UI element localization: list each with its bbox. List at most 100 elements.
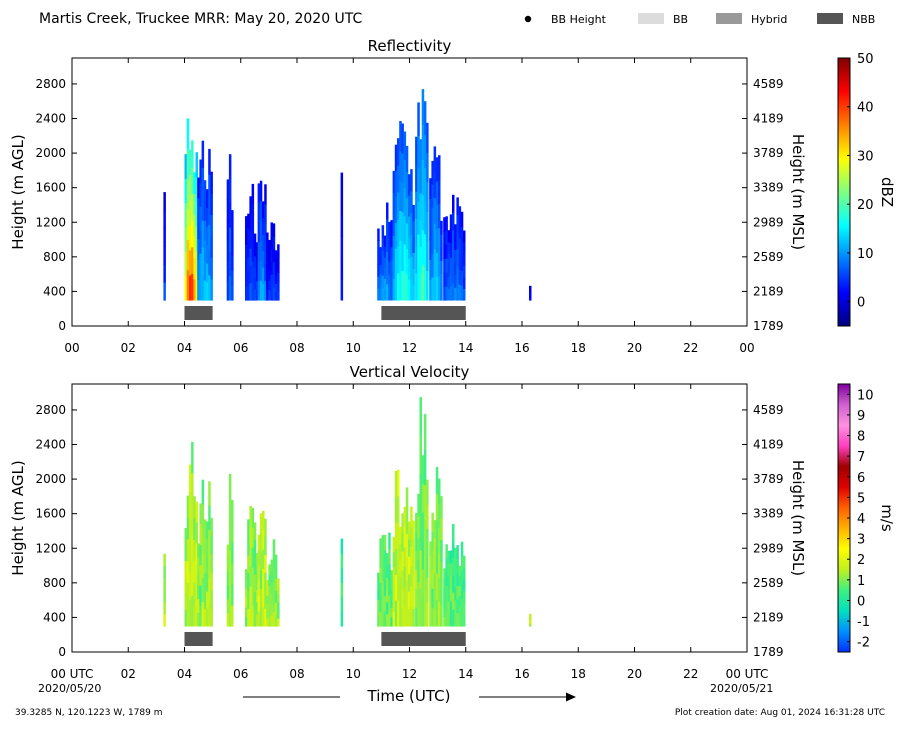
echo-pixel [268, 280, 271, 291]
echo-pixel [383, 550, 387, 566]
echo-pixel [388, 532, 391, 549]
echo-pixel [392, 214, 396, 236]
echo-pixel [203, 572, 207, 591]
echo-pixel [447, 550, 451, 564]
echo-pixel [417, 559, 420, 583]
echo-pixel [201, 552, 205, 578]
echo-pixel [274, 578, 278, 591]
echo-pixel [460, 555, 464, 571]
echo-pixel [193, 582, 196, 605]
echo-pixel [410, 606, 413, 627]
echo-pixel [226, 598, 230, 613]
echo-pixel [386, 601, 389, 615]
echo-pixel [270, 581, 273, 594]
echo-pixel [392, 551, 396, 568]
echo-pixel [429, 597, 432, 613]
echo-pixel [452, 575, 455, 593]
echo-pixel [266, 587, 269, 596]
echo-pixel [458, 268, 462, 285]
echo-pixel [399, 559, 402, 577]
echo-pixel [228, 575, 232, 602]
echo-pixel [443, 568, 446, 579]
echo-pixel [274, 590, 278, 603]
echo-cell [415, 89, 429, 301]
x-axis-label: Time (UTC) [367, 687, 451, 705]
x-tick-label: 02 [121, 667, 136, 681]
echo-pixel [381, 580, 385, 597]
echo-pixel [405, 579, 409, 604]
echo-pixel [433, 248, 437, 275]
echo-pixel [381, 225, 385, 239]
echo-pixel [193, 539, 196, 562]
echo-pixel [379, 291, 382, 301]
echo-pixel [431, 588, 434, 608]
echo-pixel [259, 220, 263, 241]
echo-pixel [397, 495, 400, 523]
echo-pixel [247, 537, 250, 556]
echo-pixel [262, 549, 265, 569]
echo-pixel [210, 171, 213, 194]
echo-pixel [412, 220, 415, 238]
echo-pixel [264, 608, 267, 627]
echo-pixel [397, 521, 400, 549]
echo-cell [257, 180, 267, 301]
echo-pixel [226, 199, 230, 221]
echo-pixel [460, 270, 464, 286]
echo-pixel [426, 211, 429, 242]
echo-pixel [410, 234, 413, 257]
echo-pixel [226, 612, 230, 627]
echo-pixel [210, 278, 213, 301]
echo-pixel [226, 179, 230, 200]
echo-pixel [251, 261, 255, 282]
echo-pixel [251, 586, 255, 607]
echo-pixel [340, 257, 344, 280]
colorbar-tick-label: 1 [857, 574, 865, 589]
echo-pixel [249, 505, 252, 527]
echo-pixel [195, 543, 198, 565]
echo-pixel [443, 616, 446, 627]
echo-pixel [426, 601, 429, 627]
echo-pixel [456, 572, 459, 587]
echo-pixel [415, 531, 418, 552]
colorbar-tick-label: 3 [857, 533, 865, 548]
echo-pixel [245, 286, 248, 301]
echo-pixel [247, 213, 250, 229]
echo-pixel [443, 272, 446, 287]
echo-pixel [388, 287, 391, 301]
echo-pixel [163, 264, 166, 283]
echo-pixel [228, 499, 232, 525]
echo-pixel [458, 585, 462, 597]
y2-tick-label: 3389 [753, 507, 784, 521]
y2-axis-label: Height (m MSL) [789, 134, 807, 250]
echo-pixel [381, 237, 385, 251]
start-date-label: 2020/05/20 [38, 682, 101, 695]
echo-pixel [454, 573, 457, 588]
echo-pixel [266, 288, 269, 301]
echo-pixel [394, 144, 398, 172]
echo-pixel [426, 528, 429, 554]
echo-pixel [429, 541, 432, 556]
echo-cell [197, 479, 213, 627]
echo-pixel [257, 534, 261, 551]
echo-pixel [272, 597, 276, 613]
echo-pixel [388, 579, 391, 596]
echo-pixel [417, 267, 420, 301]
echo-pixel [184, 275, 187, 301]
x-tick-label: 00 UTC [51, 667, 94, 681]
y-axis-label: Height (m AGL) [9, 460, 27, 575]
echo-pixel [454, 287, 457, 301]
echo-pixel [270, 248, 273, 262]
echo-pixel [163, 228, 166, 247]
echo-pixel [421, 264, 425, 301]
colorbar-tick-label: 20 [857, 198, 874, 213]
bright-band-bar-nbb [184, 306, 213, 320]
echo-pixel [390, 588, 393, 599]
echo-pixel [529, 290, 532, 294]
echo-pixel [460, 226, 464, 242]
echo-pixel [460, 241, 464, 257]
echo-pixel [456, 248, 459, 267]
echo-pixel [383, 267, 387, 279]
echo-pixel [231, 521, 234, 543]
echo-pixel [463, 242, 466, 255]
echo-pixel [452, 265, 455, 283]
